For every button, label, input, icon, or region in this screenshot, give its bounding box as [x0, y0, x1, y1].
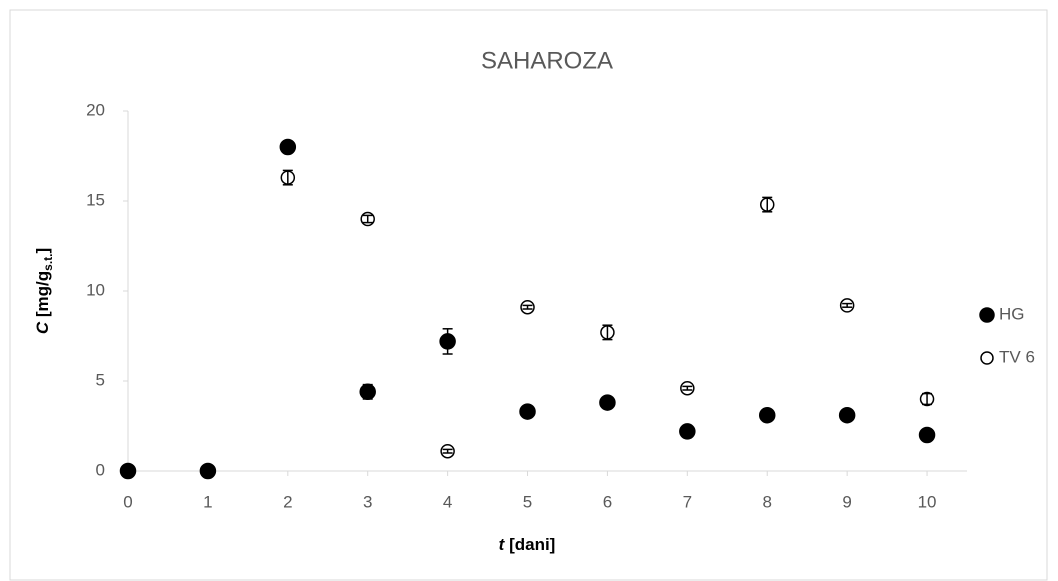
- x-tick-label: 5: [523, 492, 532, 511]
- chart-title: SAHAROZA: [481, 47, 613, 74]
- marker: [120, 463, 136, 479]
- y-tick-label: 5: [96, 370, 105, 389]
- marker: [838, 406, 856, 424]
- x-tick-label: 0: [123, 492, 132, 511]
- legend-label: TV 6: [999, 347, 1035, 366]
- y-axis-close: ]: [33, 248, 52, 254]
- y-axis-unit: [mg/g: [33, 271, 52, 317]
- x-tick-label: 1: [203, 492, 212, 511]
- x-tick-label: 2: [283, 492, 292, 511]
- marker: [600, 325, 615, 340]
- x-tick-label: 9: [842, 492, 851, 511]
- marker: [759, 197, 775, 212]
- x-tick-label: 6: [603, 492, 612, 511]
- y-tick-label: 20: [86, 100, 105, 119]
- x-tick-label: 8: [763, 492, 772, 511]
- x-tick-label: 10: [918, 492, 937, 511]
- legend-marker: [979, 307, 995, 323]
- y-tick-label: 15: [86, 190, 105, 209]
- y-tick-label: 10: [86, 280, 105, 299]
- y-tick-label: 0: [96, 460, 105, 479]
- marker: [359, 383, 376, 401]
- legend-marker: [980, 351, 994, 365]
- marker: [519, 403, 536, 420]
- marker: [439, 333, 456, 350]
- marker: [758, 406, 776, 424]
- marker: [200, 463, 216, 479]
- x-tick-label: 7: [683, 492, 692, 511]
- marker: [360, 211, 375, 227]
- marker: [918, 426, 936, 444]
- x-axis-unit: [dani]: [509, 535, 555, 554]
- x-axis-symbol: t: [499, 535, 506, 554]
- marker: [680, 380, 695, 396]
- legend-label: HG: [999, 304, 1025, 323]
- y-axis-symbol: C: [33, 321, 52, 334]
- y-axis-sub: s.t.: [41, 254, 55, 271]
- marker: [679, 423, 696, 440]
- marker: [520, 299, 535, 315]
- marker: [599, 394, 616, 411]
- marker: [839, 298, 855, 313]
- marker: [919, 391, 935, 407]
- x-tick-label: 3: [363, 492, 372, 511]
- chart-frame: [9, 9, 1048, 581]
- marker: [279, 138, 297, 156]
- y-axis-title: C [mg/gs.t.]: [33, 248, 55, 334]
- x-tick-label: 4: [443, 492, 452, 511]
- x-axis-title: t [dani]: [499, 535, 556, 554]
- marker: [440, 443, 455, 459]
- marker: [280, 170, 296, 185]
